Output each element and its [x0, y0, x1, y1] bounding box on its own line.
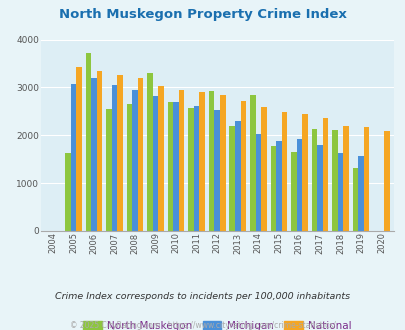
Bar: [179, 90, 184, 231]
Bar: [260, 107, 266, 231]
Bar: [132, 90, 138, 231]
Bar: [322, 117, 327, 231]
Text: North Muskegon Property Crime Index: North Muskegon Property Crime Index: [59, 8, 346, 21]
Bar: [275, 141, 281, 231]
Bar: [342, 126, 348, 231]
Bar: [96, 71, 102, 231]
Bar: [76, 67, 81, 231]
Bar: [106, 109, 111, 231]
Legend: North Muskegon, Michigan, National: North Muskegon, Michigan, National: [79, 316, 355, 330]
Bar: [147, 73, 152, 231]
Bar: [173, 102, 179, 231]
Bar: [111, 84, 117, 231]
Bar: [229, 126, 234, 231]
Text: © 2025 CityRating.com - https://www.cityrating.com/crime-statistics/: © 2025 CityRating.com - https://www.city…: [70, 321, 335, 330]
Bar: [91, 78, 96, 231]
Bar: [290, 152, 296, 231]
Bar: [316, 145, 322, 231]
Bar: [281, 112, 286, 231]
Bar: [117, 75, 123, 231]
Bar: [152, 96, 158, 231]
Bar: [240, 101, 245, 231]
Bar: [383, 130, 389, 231]
Bar: [255, 134, 260, 231]
Bar: [209, 91, 214, 231]
Bar: [188, 108, 194, 231]
Bar: [220, 95, 225, 231]
Bar: [158, 85, 164, 231]
Bar: [363, 127, 369, 231]
Bar: [352, 168, 357, 231]
Bar: [199, 92, 205, 231]
Bar: [296, 139, 301, 231]
Bar: [249, 95, 255, 231]
Bar: [357, 156, 363, 231]
Text: Crime Index corresponds to incidents per 100,000 inhabitants: Crime Index corresponds to incidents per…: [55, 292, 350, 301]
Bar: [234, 121, 240, 231]
Bar: [337, 153, 342, 231]
Bar: [138, 78, 143, 231]
Bar: [85, 53, 91, 231]
Bar: [331, 130, 337, 231]
Bar: [270, 146, 275, 231]
Bar: [194, 106, 199, 231]
Bar: [70, 83, 76, 231]
Bar: [126, 104, 132, 231]
Bar: [311, 129, 316, 231]
Bar: [301, 114, 307, 231]
Bar: [214, 111, 220, 231]
Bar: [65, 153, 70, 231]
Bar: [167, 102, 173, 231]
